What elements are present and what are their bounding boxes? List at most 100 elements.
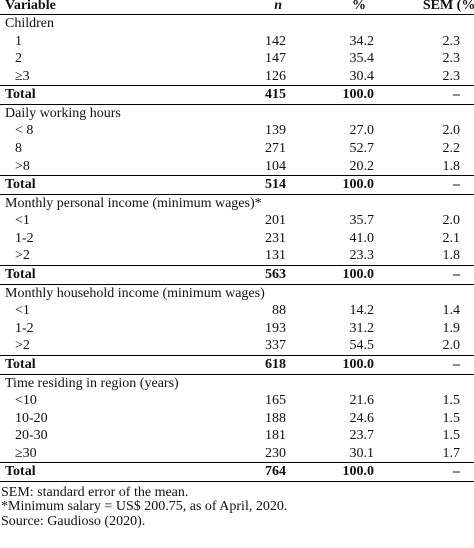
cell: –: [453, 87, 460, 103]
data-row: <1 201 35.7 2.0: [0, 212, 474, 230]
cell: <1: [15, 303, 30, 319]
cell: 104: [265, 158, 286, 174]
cell: 1.4: [442, 303, 461, 319]
cell: 142: [265, 33, 286, 49]
cell: 1.5: [442, 393, 461, 408]
data-row: >2 131 23.3 1.8: [0, 247, 474, 265]
data-row: 10-20 188 24.6 1.5: [0, 410, 474, 428]
data-row: 1-2 193 31.2 1.9: [0, 320, 474, 338]
cell: 23.7: [349, 428, 375, 444]
cell: 2.3: [442, 33, 461, 49]
header-row: Variable n% SEM (%): [0, 0, 474, 15]
cell: 2.3: [442, 51, 461, 67]
cell: 618: [265, 356, 286, 372]
cell: 201: [265, 213, 286, 229]
cell: Variable: [5, 0, 56, 13]
cell: >8: [15, 158, 30, 174]
cell: 147: [265, 51, 286, 67]
data-row: ≥3 126 30.4 2.3: [0, 68, 474, 86]
cell: 2: [15, 51, 22, 67]
cell: 2.3: [442, 68, 461, 84]
data-row: ≥30 230 30.1 1.7: [0, 445, 474, 463]
cell: 14.2: [349, 303, 375, 319]
cell: 35.4: [349, 51, 375, 67]
cell: 52.7: [349, 140, 375, 156]
cell: 131: [265, 248, 286, 264]
cell: %: [352, 0, 366, 13]
section-title: Monthly household income (minimum wages): [5, 285, 265, 301]
data-row: >2 337 54.5 2.0: [0, 337, 474, 355]
cell: –: [453, 177, 460, 193]
cell: 2.2: [442, 140, 461, 156]
cell: 1: [15, 33, 22, 49]
cell: 100.0: [342, 177, 375, 193]
cell: Total: [5, 464, 36, 480]
cell: 34.2: [349, 33, 375, 49]
notes: SEM: standard error of the mean. *Minimum…: [0, 484, 474, 530]
cell: 24.6: [349, 410, 375, 426]
total-row: Total 563 100.0 –: [0, 265, 474, 285]
cell: –: [453, 356, 460, 372]
cell: 1.8: [442, 248, 461, 264]
cell: 30.1: [349, 445, 375, 461]
cell: 231: [265, 230, 286, 246]
cell: 54.5: [349, 338, 375, 354]
cell: 100.0: [342, 87, 375, 103]
footnote: *Minimum salary = US$ 200.75, as of Apri…: [1, 499, 288, 515]
total-row: Total 618 100.0 –: [0, 354, 474, 375]
cell: 21.6: [349, 393, 375, 408]
cell: Total: [5, 267, 36, 283]
cell: 100.0: [342, 267, 375, 283]
cell: 41.0: [349, 230, 375, 246]
section-title: Daily working hours: [5, 105, 121, 121]
cell: 27.0: [349, 123, 375, 139]
data-row: 1-2 231 41.0 2.1: [0, 230, 474, 248]
cell: 31.2: [349, 320, 375, 336]
cell: 88: [272, 303, 286, 319]
cell: 764: [265, 464, 286, 480]
section-title: Children: [5, 16, 54, 31]
cell: 2.0: [442, 338, 461, 354]
cell: 563: [265, 267, 286, 283]
cell: 8: [15, 140, 22, 156]
cell: 1.7: [442, 445, 461, 461]
cell: n: [274, 0, 282, 13]
cell: 1-2: [15, 230, 34, 246]
cell: 1.8: [442, 158, 461, 174]
cell: 181: [265, 428, 286, 444]
cell: 23.3: [349, 248, 375, 264]
cell: 188: [265, 410, 286, 426]
cell: 100.0: [342, 356, 375, 372]
cell: >2: [15, 248, 30, 264]
cell: 337: [265, 338, 286, 354]
total-row: Total 514 100.0 –: [0, 175, 474, 195]
total-row: Total 764 100.0 –: [0, 462, 474, 482]
cell: 1.5: [442, 410, 461, 426]
cell: 415: [265, 87, 286, 103]
cell: 2.0: [442, 123, 461, 139]
cell: 1.5: [442, 428, 461, 444]
section-title: Time residing in region (years): [5, 375, 179, 391]
cell: SEM (%): [422, 0, 474, 13]
cell: <10: [15, 393, 37, 408]
cell: < 8: [15, 123, 34, 139]
cell: 193: [265, 320, 286, 336]
data-row: <1 88 14.2 1.4: [0, 302, 474, 320]
cell: 126: [265, 68, 286, 84]
section-title: Monthly personal income (minimum wages)*: [5, 195, 262, 211]
data-row: 8 271 52.7 2.2: [0, 140, 474, 158]
cell: 1-2: [15, 320, 34, 336]
cell: Total: [5, 177, 36, 193]
total-row: Total 415 100.0 –: [0, 85, 474, 105]
cell: 271: [265, 140, 286, 156]
cell: –: [453, 464, 460, 480]
cell: 139: [265, 123, 286, 139]
cell: Total: [5, 87, 36, 103]
data-row: 1 142 34.2 2.3: [0, 33, 474, 51]
cell: ≥30: [15, 445, 37, 461]
footnote: Source: Gaudioso (2020).: [1, 513, 146, 529]
cell: Total: [5, 356, 36, 372]
footnote: SEM: standard error of the mean.: [1, 484, 189, 500]
cell: –: [453, 267, 460, 283]
